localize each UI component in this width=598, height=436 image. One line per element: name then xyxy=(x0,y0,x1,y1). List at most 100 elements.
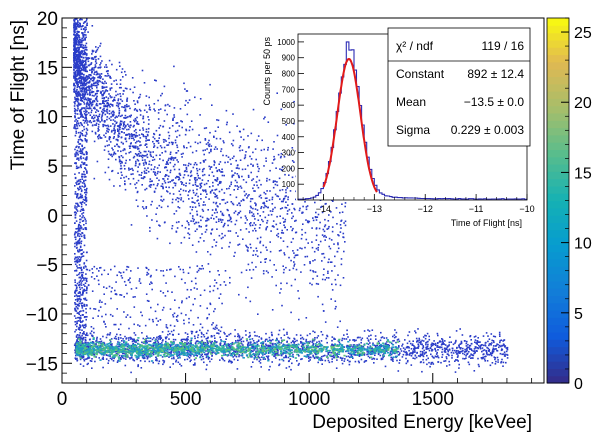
scatter-point xyxy=(167,175,170,178)
scatter-point xyxy=(207,144,210,146)
scatter-point xyxy=(230,183,232,186)
scatter-point xyxy=(127,339,130,341)
scatter-point xyxy=(85,79,87,82)
scatter-point xyxy=(169,192,171,195)
scatter-point xyxy=(323,268,325,270)
scatter-point xyxy=(258,227,261,229)
scatter-point xyxy=(216,169,219,172)
scatter-point xyxy=(472,357,474,359)
scatter-point xyxy=(86,66,88,68)
scatter-point xyxy=(200,182,203,185)
scatter-point xyxy=(462,352,464,355)
scatter-point xyxy=(271,309,274,311)
scatter-point xyxy=(81,268,83,271)
scatter-point xyxy=(323,235,325,238)
scatter-point xyxy=(192,220,195,223)
scatter-point xyxy=(207,342,209,345)
scatter-point xyxy=(440,344,443,346)
scatter-point xyxy=(177,161,179,163)
scatter-point xyxy=(81,216,83,219)
scatter-point xyxy=(279,292,281,294)
scatter-point xyxy=(112,115,114,117)
scatter-point xyxy=(85,308,87,310)
scatter-point xyxy=(247,345,249,347)
scatter-point xyxy=(134,117,137,120)
scatter-point xyxy=(95,62,98,64)
scatter-point xyxy=(77,204,79,206)
scatter-point xyxy=(492,340,495,342)
scatter-point xyxy=(158,134,161,136)
scatter-point xyxy=(152,156,154,158)
scatter-point xyxy=(134,103,136,105)
scatter-point xyxy=(73,68,75,71)
scatter-point xyxy=(236,204,239,206)
scatter-point xyxy=(409,352,412,354)
scatter-point xyxy=(109,141,112,143)
scatter-point xyxy=(232,356,234,358)
scatter-point xyxy=(155,140,158,142)
scatter-point xyxy=(108,117,111,120)
scatter-point xyxy=(269,259,271,262)
scatter-point xyxy=(317,295,319,298)
scatter-point xyxy=(102,100,104,103)
scatter-point xyxy=(81,178,84,180)
scatter-point xyxy=(118,109,121,112)
scatter-point xyxy=(398,346,400,348)
scatter-point xyxy=(403,350,405,353)
scatter-point xyxy=(343,346,346,348)
scatter-point xyxy=(145,207,147,209)
scatter-point xyxy=(81,37,83,40)
scatter-point xyxy=(77,25,79,28)
scatter-point xyxy=(75,49,77,52)
scatter-point xyxy=(154,110,156,112)
scatter-point xyxy=(74,193,77,195)
scatter-point xyxy=(277,195,280,198)
scatter-point xyxy=(205,368,208,371)
scatter-point xyxy=(371,358,373,360)
scatter-point xyxy=(76,104,78,107)
scatter-point xyxy=(194,181,197,184)
scatter-point xyxy=(81,144,83,147)
scatter-point xyxy=(161,185,164,188)
scatter-point xyxy=(210,232,212,235)
scatter-point xyxy=(139,129,141,131)
scatter-point xyxy=(218,297,220,299)
scatter-point xyxy=(73,66,75,69)
scatter-point xyxy=(118,156,121,159)
scatter-point xyxy=(137,153,140,155)
scatter-point xyxy=(159,108,162,110)
scatter-point xyxy=(295,198,297,201)
scatter-point xyxy=(321,253,323,255)
scatter-point xyxy=(169,171,172,174)
scatter-point xyxy=(135,160,137,163)
scatter-point xyxy=(81,32,83,34)
scatter-point xyxy=(157,118,160,120)
scatter-point xyxy=(255,181,258,183)
scatter-point xyxy=(270,213,273,216)
scatter-point xyxy=(81,82,83,84)
scatter-point xyxy=(282,200,284,203)
scatter-point xyxy=(187,141,190,144)
scatter-point xyxy=(75,289,77,292)
scatter-point xyxy=(320,357,323,360)
scatter-point xyxy=(467,361,470,364)
scatter-point xyxy=(141,184,143,186)
scatter-point xyxy=(114,130,116,132)
scatter-point xyxy=(85,159,88,161)
scatter-point xyxy=(317,249,319,251)
scatter-point xyxy=(458,345,460,347)
scatter-point xyxy=(343,250,345,253)
scatter-point xyxy=(284,220,286,223)
scatter-point xyxy=(92,57,94,59)
scatter-point xyxy=(86,122,88,124)
scatter-point xyxy=(79,148,82,150)
scatter-point xyxy=(78,260,80,263)
scatter-point xyxy=(74,232,76,235)
scatter-point xyxy=(102,356,104,359)
scatter-point xyxy=(164,175,166,178)
scatter-point xyxy=(79,95,82,97)
scatter-point xyxy=(85,164,87,166)
scatter-point xyxy=(156,167,159,169)
scatter-point xyxy=(213,212,216,214)
scatter-point xyxy=(129,121,132,123)
